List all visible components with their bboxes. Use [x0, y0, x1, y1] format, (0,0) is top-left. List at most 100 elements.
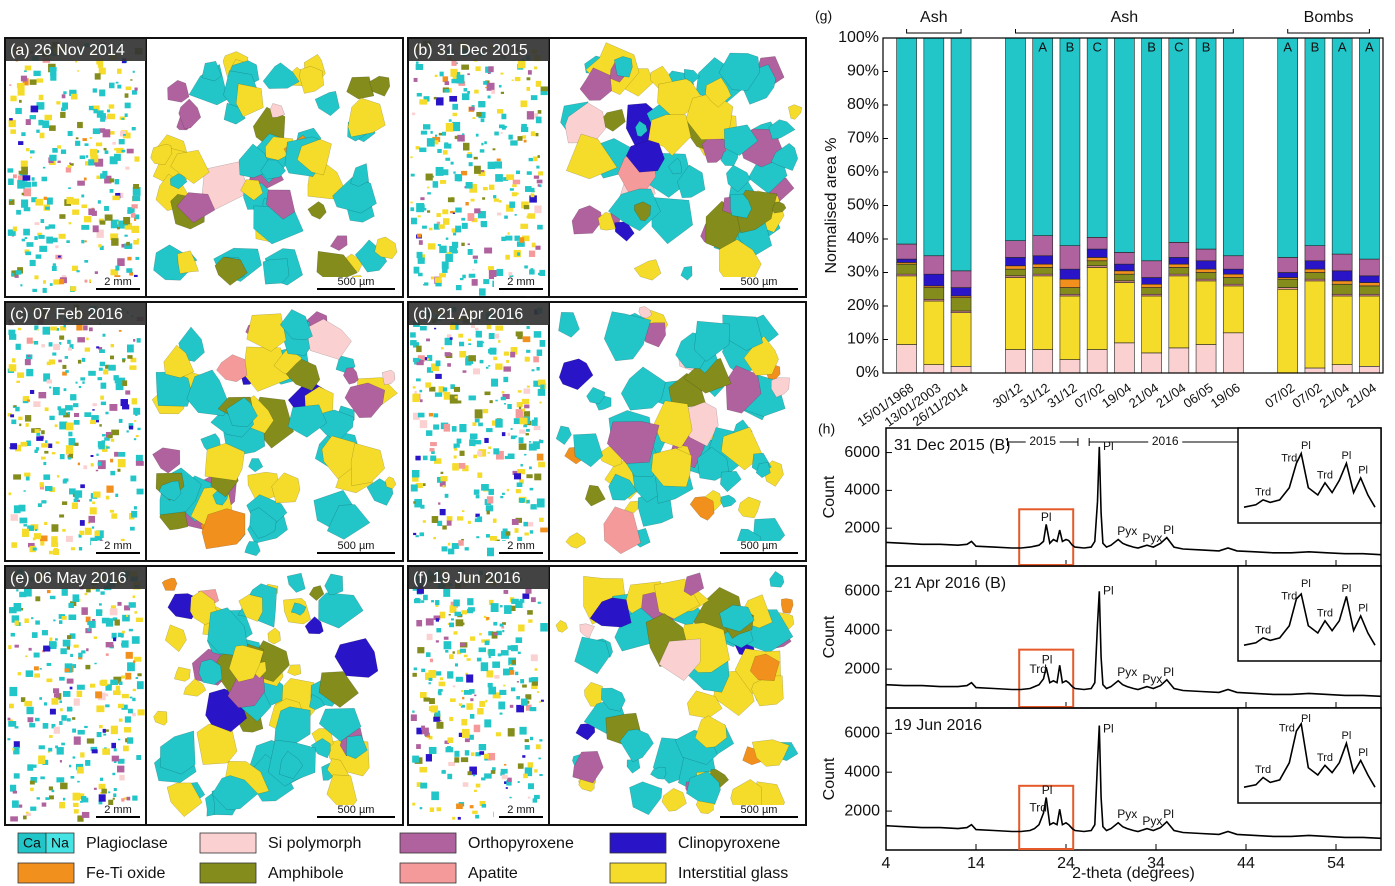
grain	[81, 811, 90, 818]
grain	[53, 343, 61, 351]
panel-label: (a) 26 Nov 2014	[10, 42, 125, 59]
grain	[49, 595, 56, 600]
legend-label: Apatite	[468, 865, 518, 882]
grain	[455, 285, 462, 291]
grain	[452, 816, 456, 820]
grain	[477, 472, 483, 478]
grain	[8, 333, 17, 340]
grain	[457, 649, 462, 655]
grain	[29, 79, 37, 85]
grain	[35, 447, 39, 451]
grain	[518, 437, 524, 444]
grain	[21, 238, 26, 242]
grain	[484, 773, 492, 779]
grain	[55, 745, 58, 749]
grain	[435, 134, 438, 137]
grain	[421, 727, 429, 735]
grain	[34, 325, 39, 331]
grain	[473, 454, 478, 459]
bar-segment	[1059, 295, 1081, 360]
grain	[462, 133, 465, 135]
grain	[427, 192, 431, 195]
scale-label: 2 mm	[104, 804, 132, 816]
grain	[429, 447, 435, 452]
grain	[48, 359, 56, 365]
legend-swatch	[399, 832, 457, 854]
grain	[503, 668, 510, 676]
scale-box	[311, 805, 402, 824]
grain	[62, 639, 71, 647]
grain	[90, 155, 99, 163]
grain	[448, 761, 455, 767]
y-tick-label: 4000	[844, 621, 880, 638]
grain	[482, 408, 489, 414]
grain	[8, 329, 16, 336]
grain	[34, 236, 38, 240]
grain	[17, 372, 25, 378]
grain	[42, 723, 49, 729]
grain	[38, 94, 44, 101]
grain	[48, 747, 53, 752]
grain	[507, 403, 512, 410]
crystal	[647, 114, 692, 157]
grain	[32, 547, 37, 551]
grain	[486, 324, 492, 330]
grain	[506, 488, 509, 492]
grain	[137, 709, 145, 716]
grain	[12, 800, 19, 808]
grain	[134, 87, 138, 91]
bar-segment	[1005, 277, 1026, 350]
grain	[107, 113, 116, 120]
grain	[46, 197, 53, 205]
grain	[494, 675, 500, 679]
grain	[478, 101, 486, 108]
bar-segment	[1195, 248, 1217, 262]
grain	[511, 598, 519, 604]
grain	[66, 718, 71, 722]
grain	[97, 200, 101, 204]
grain	[34, 717, 40, 722]
grain	[127, 662, 135, 672]
grain	[416, 233, 422, 238]
grain	[534, 668, 538, 671]
grain	[471, 279, 478, 286]
grain	[424, 282, 429, 286]
grain	[61, 94, 66, 99]
grain	[539, 739, 543, 742]
grain	[33, 652, 40, 658]
legend-label: Orthopyroxene	[468, 835, 574, 852]
bar-segment	[1195, 280, 1217, 345]
grain	[126, 268, 133, 273]
grain	[539, 269, 546, 277]
legend-swatch	[399, 862, 457, 884]
grain	[467, 213, 475, 221]
grain	[433, 536, 436, 540]
grain	[39, 132, 45, 139]
bar-label: C	[1174, 39, 1183, 54]
grain	[525, 186, 532, 192]
peak-label: Pyx	[1117, 524, 1137, 538]
grain	[471, 752, 475, 756]
grain	[471, 218, 478, 223]
grain	[499, 623, 504, 627]
grain	[424, 357, 429, 361]
grain	[515, 517, 522, 523]
grain	[449, 605, 457, 613]
grain	[410, 340, 417, 346]
grain	[73, 809, 79, 814]
crystal	[167, 79, 190, 103]
bar-segment	[1168, 275, 1190, 349]
grain	[89, 148, 98, 157]
x-tick-label: 44	[1237, 855, 1255, 872]
grain	[427, 358, 430, 361]
crystal	[720, 494, 737, 508]
grain	[441, 546, 448, 552]
grain	[51, 265, 57, 272]
grain	[73, 403, 79, 408]
crystal	[658, 638, 701, 682]
crystal	[751, 675, 784, 707]
grain	[477, 211, 486, 219]
grain	[451, 78, 458, 84]
crystal	[279, 750, 304, 779]
grain	[99, 349, 105, 353]
